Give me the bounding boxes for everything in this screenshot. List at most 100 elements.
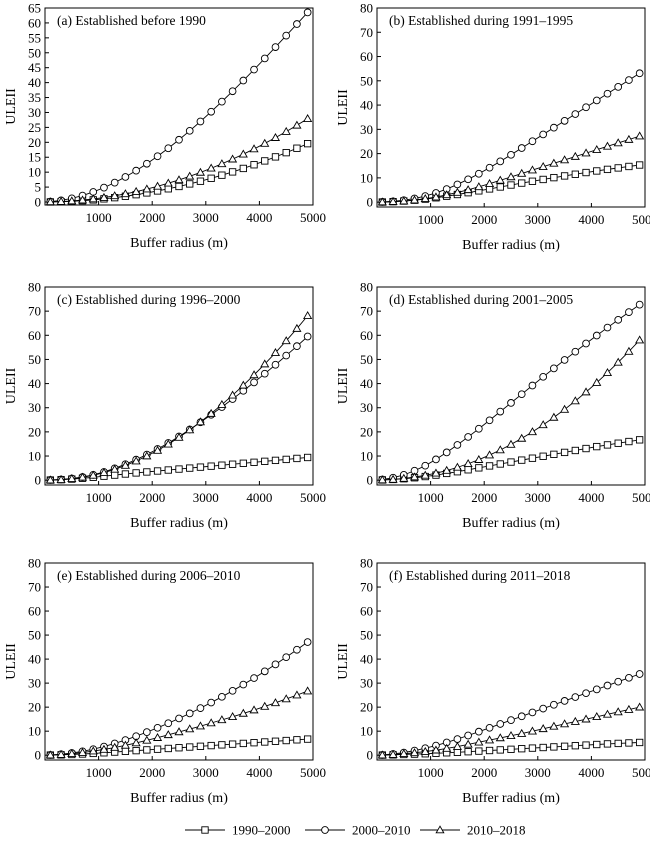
data-point-triangle (560, 404, 570, 413)
x-tick-label: 5000 (300, 210, 326, 225)
data-point-square (261, 157, 269, 165)
data-point-triangle (281, 336, 291, 345)
data-point-triangle (217, 715, 227, 724)
data-point-square (464, 466, 472, 474)
data-point-circle (453, 735, 462, 743)
data-point-triangle (538, 162, 548, 171)
data-point-triangle (238, 380, 248, 389)
legend-marker-triangle (435, 825, 445, 834)
data-point-triangle (110, 464, 120, 473)
data-point-circle (517, 712, 526, 721)
y-tick-label: 25 (28, 120, 41, 135)
data-point-triangle (163, 178, 173, 187)
x-tick-label: 3000 (193, 210, 219, 225)
data-point-square (186, 743, 194, 751)
data-point-triangle (399, 196, 409, 205)
y-tick-label: 50 (360, 352, 373, 367)
data-point-square (218, 461, 226, 469)
data-point-triangle (377, 750, 387, 759)
data-point-triangle (377, 475, 387, 484)
y-tick-label: 30 (360, 400, 373, 415)
data-point-circle (453, 180, 462, 189)
y-tick-label: 65 (28, 1, 41, 16)
data-point-triangle (388, 474, 398, 483)
chart-panel-f: 0 10 20 30 40 50 60 70 80 1000 2000 3000 4000 5000 (f)… (336, 556, 650, 807)
data-point-circle (517, 144, 526, 152)
data-point-circle (496, 720, 505, 728)
data-point-triangle (163, 439, 173, 448)
data-point-triangle (452, 741, 462, 750)
data-point-circle (282, 351, 291, 360)
data-point-triangle (206, 163, 216, 172)
data-point-circle (293, 342, 301, 351)
data-point-square (496, 183, 504, 191)
data-point-circle (560, 116, 569, 125)
data-point-square (271, 737, 280, 745)
data-point-triangle (570, 151, 580, 160)
data-point-square (518, 745, 526, 753)
x-tick-label: 5000 (632, 765, 650, 780)
data-point-triangle (399, 473, 409, 482)
y-tick-label: 30 (28, 676, 41, 691)
y-tick-label: 70 (28, 304, 41, 319)
x-tick-label: 2000 (139, 490, 165, 505)
data-point-square (228, 168, 237, 176)
data-point-square (528, 744, 537, 752)
legend: 1990–2000 2000–2010 2010–2018 (185, 823, 526, 838)
data-point-circle (507, 716, 515, 724)
data-point-triangle (399, 749, 409, 758)
data-point-circle (592, 331, 601, 340)
data-point-circle (250, 674, 258, 682)
y-tick-label: 30 (360, 122, 373, 137)
data-point-square (293, 454, 301, 463)
data-point-square (239, 459, 247, 467)
data-point-square (153, 467, 162, 475)
data-point-triangle (484, 450, 495, 459)
data-point-triangle (388, 196, 398, 205)
data-point-triangle (56, 474, 66, 483)
data-point-circle (282, 653, 291, 662)
data-point-circle (592, 685, 601, 694)
data-point-triangle (88, 746, 98, 755)
data-point-triangle (549, 412, 559, 421)
y-tick-label: 40 (28, 652, 41, 667)
data-point-triangle (570, 396, 580, 405)
data-point-circle (207, 698, 216, 707)
data-point-square (196, 177, 205, 185)
x-axis-label: Buffer radius (m) (462, 516, 560, 531)
legend-item-circle: 2000–2010 (305, 823, 411, 838)
data-point-triangle (409, 748, 420, 757)
data-point-circle (142, 159, 151, 168)
y-tick-label: 40 (28, 75, 41, 90)
data-point-circle (635, 670, 644, 678)
data-point-square (550, 450, 558, 458)
data-point-circle (571, 347, 580, 356)
data-point-square (175, 182, 183, 191)
data-point-circle (507, 150, 515, 159)
y-tick-label: 30 (360, 676, 373, 691)
plot-frame (44, 7, 314, 206)
data-point-circle (485, 723, 494, 732)
data-point-circle (603, 323, 612, 332)
data-point-square (218, 171, 226, 179)
panel-title: (f) Established during 2011–2018 (389, 568, 571, 583)
data-point-square (121, 747, 130, 756)
data-point-triangle (635, 131, 645, 140)
data-point-triangle (624, 346, 634, 355)
data-point-circle (142, 728, 151, 736)
data-point-triangle (228, 390, 238, 399)
data-point-triangle (281, 694, 291, 703)
series-square (46, 453, 312, 484)
data-point-square (143, 468, 151, 476)
data-point-square (528, 454, 537, 462)
data-point-circle (571, 693, 580, 701)
y-tick-label: 20 (28, 424, 41, 439)
data-point-triangle (88, 470, 98, 479)
data-point-circle (239, 76, 248, 85)
data-point-circle (218, 692, 226, 701)
data-point-square (303, 735, 312, 743)
plot-frame (44, 562, 314, 761)
data-point-circle (550, 364, 558, 373)
y-axis-label: ULEII (4, 643, 19, 680)
data-point-square (550, 173, 558, 182)
